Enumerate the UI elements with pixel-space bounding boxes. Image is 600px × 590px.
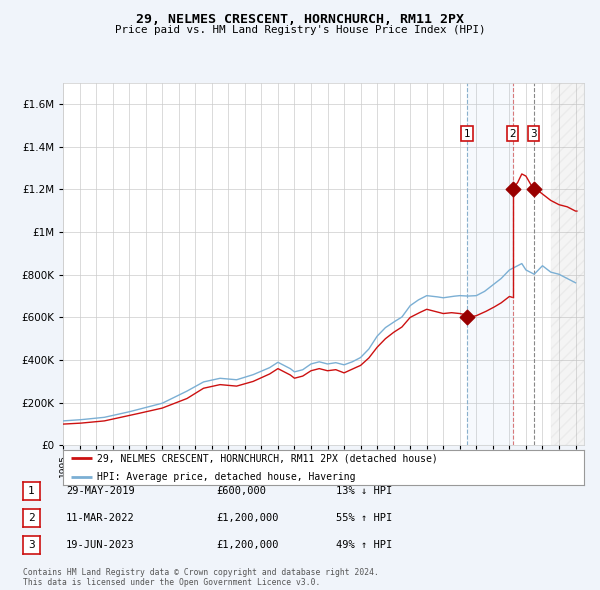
Text: HPI: Average price, detached house, Havering: HPI: Average price, detached house, Have… <box>97 472 355 482</box>
Text: 55% ↑ HPI: 55% ↑ HPI <box>336 513 392 523</box>
Text: £1,200,000: £1,200,000 <box>216 513 278 523</box>
Text: 2: 2 <box>509 129 516 139</box>
Text: 1: 1 <box>463 129 470 139</box>
Text: This data is licensed under the Open Government Licence v3.0.: This data is licensed under the Open Gov… <box>23 578 320 588</box>
Text: 29, NELMES CRESCENT, HORNCHURCH, RM11 2PX (detached house): 29, NELMES CRESCENT, HORNCHURCH, RM11 2P… <box>97 454 437 463</box>
Text: 2: 2 <box>28 513 35 523</box>
Text: 11-MAR-2022: 11-MAR-2022 <box>66 513 135 523</box>
Point <box>508 185 517 194</box>
Point <box>462 313 472 322</box>
Bar <box>551 83 584 445</box>
Text: 19-JUN-2023: 19-JUN-2023 <box>66 540 135 550</box>
Text: Price paid vs. HM Land Registry's House Price Index (HPI): Price paid vs. HM Land Registry's House … <box>115 25 485 35</box>
Text: Contains HM Land Registry data © Crown copyright and database right 2024.: Contains HM Land Registry data © Crown c… <box>23 568 379 577</box>
Text: 1: 1 <box>28 486 35 496</box>
Text: £600,000: £600,000 <box>216 486 266 496</box>
Text: 29-MAY-2019: 29-MAY-2019 <box>66 486 135 496</box>
Point <box>529 185 538 194</box>
Text: 13% ↓ HPI: 13% ↓ HPI <box>336 486 392 496</box>
Bar <box>467 83 512 445</box>
Text: 49% ↑ HPI: 49% ↑ HPI <box>336 540 392 550</box>
Text: £1,200,000: £1,200,000 <box>216 540 278 550</box>
Text: 3: 3 <box>530 129 537 139</box>
Text: 3: 3 <box>28 540 35 550</box>
Text: 29, NELMES CRESCENT, HORNCHURCH, RM11 2PX: 29, NELMES CRESCENT, HORNCHURCH, RM11 2P… <box>136 13 464 26</box>
